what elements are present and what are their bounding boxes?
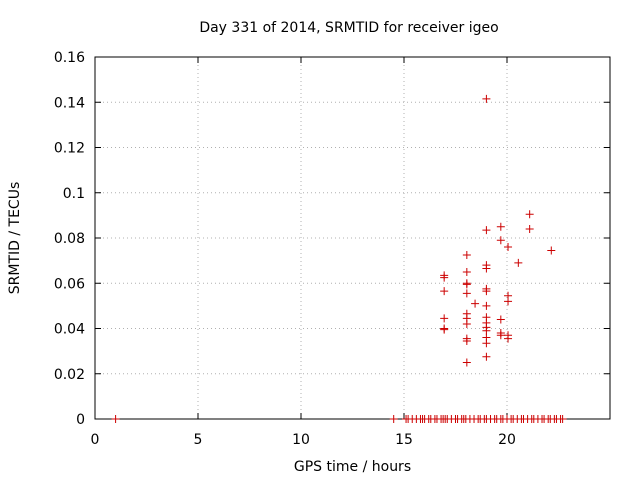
x-tick-label: 0 (91, 432, 100, 448)
y-axis-label: SRMTID / TECUs (7, 182, 23, 295)
data-point (462, 280, 471, 289)
data-point (462, 267, 471, 276)
data-point (525, 210, 534, 219)
y-tick-label: 0.12 (54, 141, 85, 157)
grid-lines (95, 57, 610, 419)
x-tick-label: 5 (194, 432, 203, 448)
data-point (482, 94, 491, 103)
y-tick-label: 0 (76, 412, 85, 428)
data-point (525, 224, 534, 233)
y-tick-label: 0.02 (54, 367, 85, 383)
plot-frame (94, 56, 611, 420)
data-points (111, 94, 567, 423)
data-point (462, 319, 471, 328)
data-point (462, 250, 471, 259)
data-point (482, 301, 491, 310)
data-point (482, 339, 491, 348)
data-point (440, 287, 449, 296)
data-point (496, 236, 505, 245)
y-tick-label: 0.16 (54, 50, 85, 66)
x-tick-label: 15 (395, 432, 413, 448)
data-point (496, 315, 505, 324)
y-tick-label: 0.1 (63, 186, 85, 202)
data-point (547, 246, 556, 255)
y-tick-label: 0.06 (54, 276, 85, 292)
data-point (496, 222, 505, 231)
chart-title: Day 331 of 2014, SRMTID for receiver ige… (199, 20, 498, 36)
data-point (462, 358, 471, 367)
data-point (482, 226, 491, 235)
data-point (558, 415, 567, 423)
data-point (111, 415, 120, 423)
data-point (482, 352, 491, 361)
data-point (462, 336, 471, 345)
axis-ticks: 0 5 10 15 20 0 0.02 0.04 0.06 0.08 0.1 0.12 0.14 0.16 (54, 50, 610, 448)
data-point (482, 287, 491, 296)
data-point (389, 415, 398, 423)
data-point (462, 289, 471, 298)
x-tick-label: 20 (498, 432, 516, 448)
data-point (440, 273, 449, 282)
x-axis-label: GPS time / hours (294, 459, 411, 475)
y-tick-label: 0.04 (54, 322, 85, 338)
data-point (514, 258, 523, 267)
data-point (482, 326, 491, 335)
data-point (471, 299, 480, 308)
data-point (504, 334, 513, 343)
data-point (504, 297, 513, 306)
data-point (504, 243, 513, 252)
data-point (482, 264, 491, 273)
data-point (440, 325, 449, 334)
y-tick-label: 0.14 (54, 95, 85, 111)
data-point (496, 331, 505, 340)
y-tick-label: 0.08 (54, 231, 85, 247)
data-point (440, 314, 449, 323)
x-tick-label: 10 (292, 432, 310, 448)
